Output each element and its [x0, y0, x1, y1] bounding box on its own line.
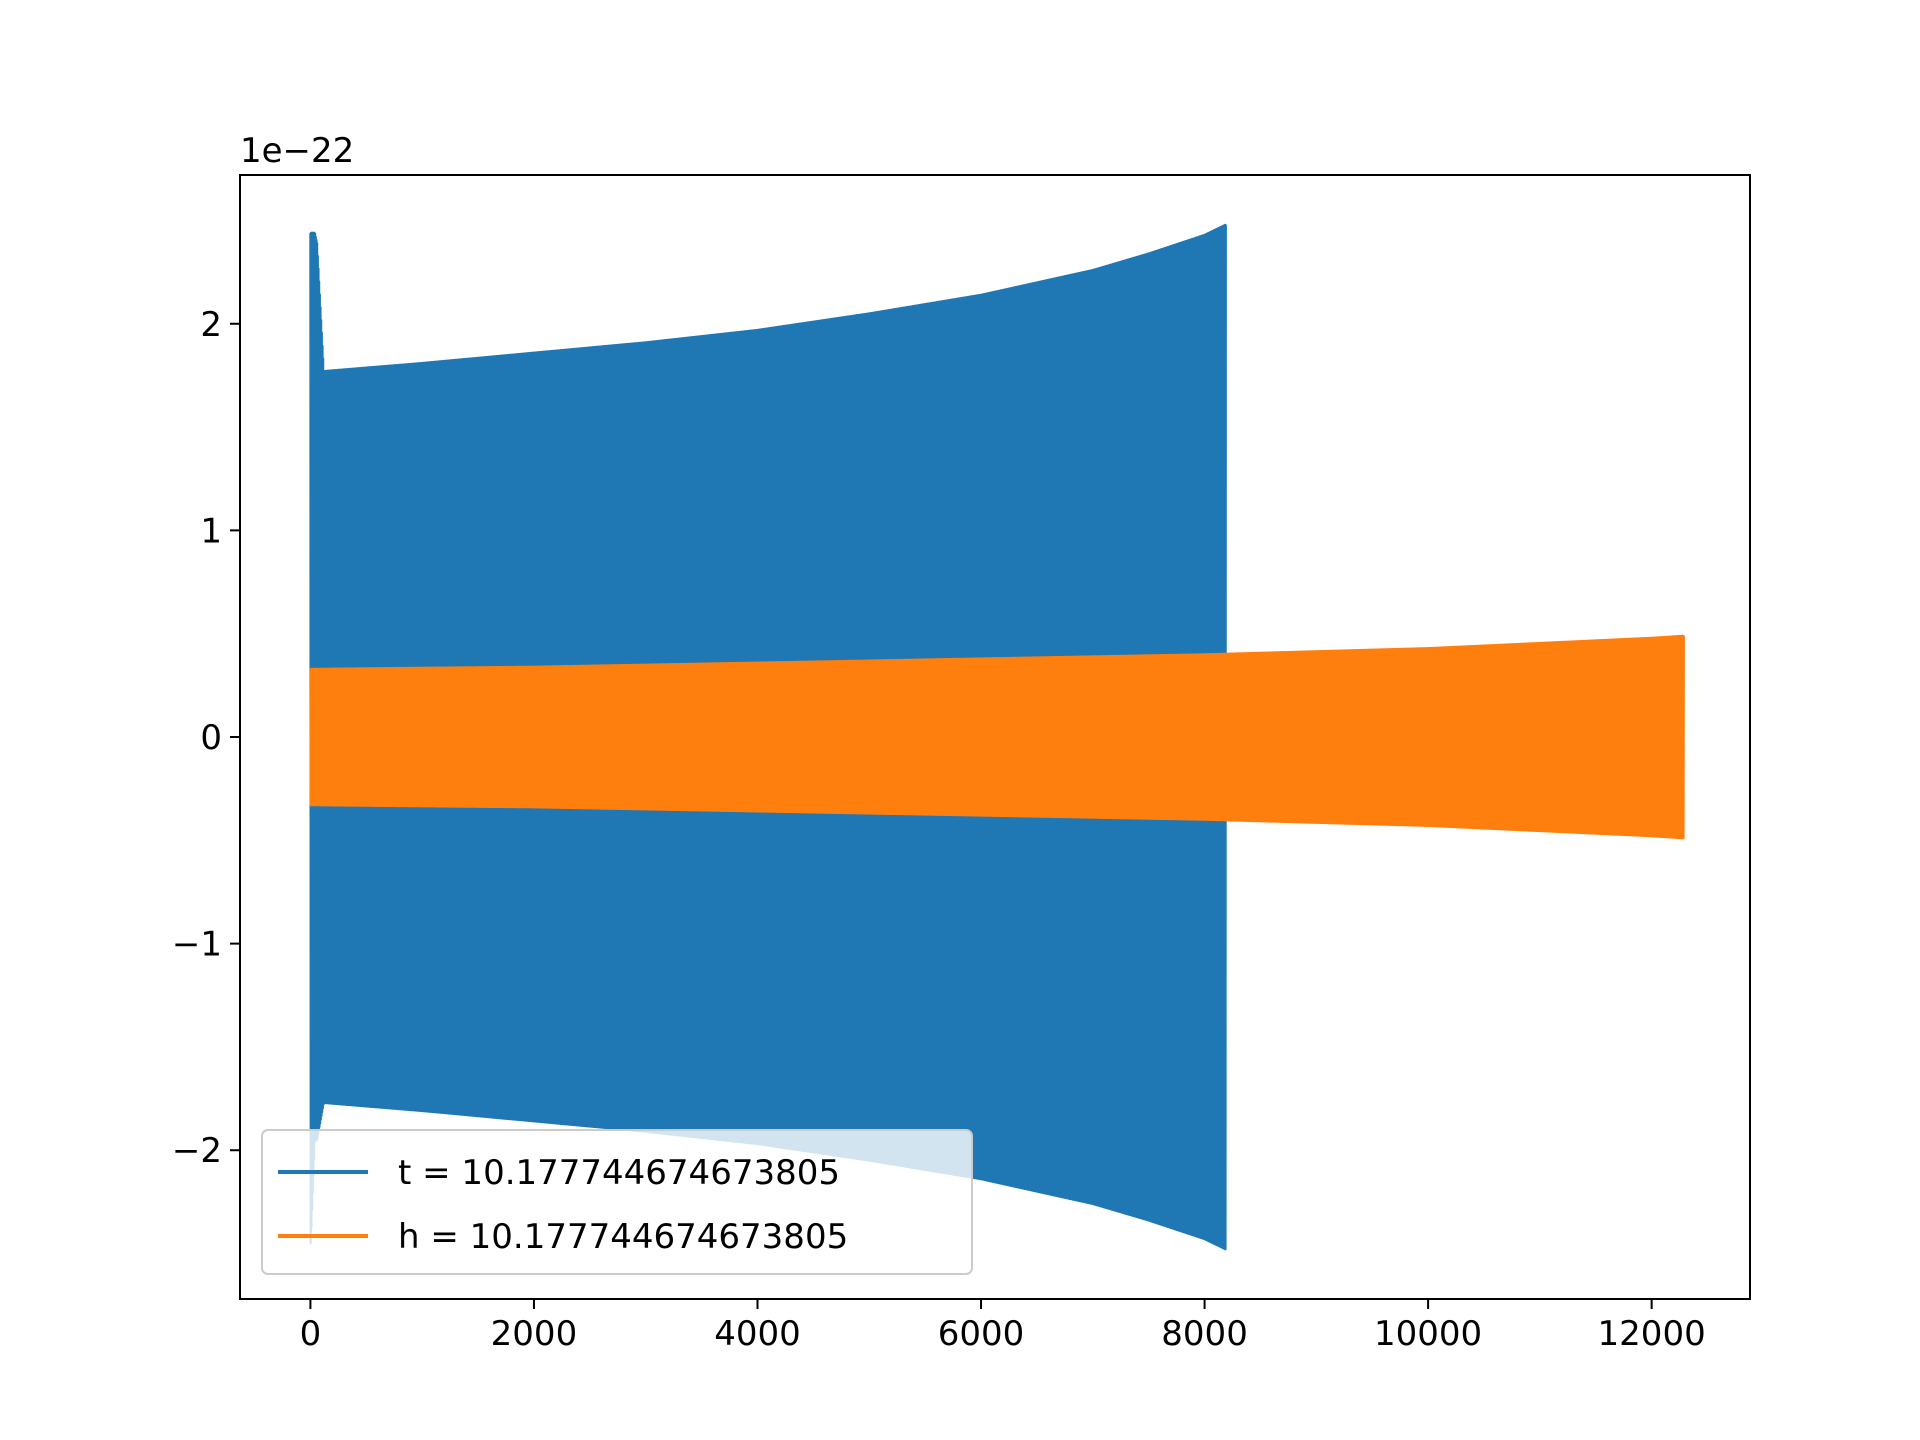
x-axis: 0 2000 4000 6000 8000 10000 12000	[300, 1299, 1706, 1354]
x-tick-label: 2000	[491, 1314, 578, 1354]
legend-label-1: h = 10.177744674673805	[398, 1217, 848, 1257]
x-tick-label: 6000	[938, 1314, 1025, 1354]
legend-box	[261, 1129, 973, 1275]
x-tick-label: 0	[300, 1314, 322, 1354]
legend: t = 10.177744674673805 h = 10.17774467467…	[261, 1129, 973, 1275]
x-tick-label: 4000	[714, 1314, 801, 1354]
series-line-1	[309, 634, 1685, 840]
y-tick-label: −1	[172, 925, 222, 965]
series-1	[309, 634, 1685, 840]
x-tick-label: 12000	[1598, 1314, 1706, 1354]
y-offset-text: 1e−22	[240, 131, 354, 171]
y-tick-label: −2	[172, 1131, 222, 1171]
x-tick-label: 10000	[1374, 1314, 1482, 1354]
x-tick-label: 8000	[1161, 1314, 1248, 1354]
y-tick-label: 0	[200, 718, 222, 758]
y-tick-label: 2	[200, 305, 222, 345]
legend-label-0: t = 10.177744674673805	[398, 1153, 840, 1193]
y-axis: −2 −1 0 1 2	[172, 305, 240, 1171]
y-tick-label: 1	[200, 511, 222, 551]
